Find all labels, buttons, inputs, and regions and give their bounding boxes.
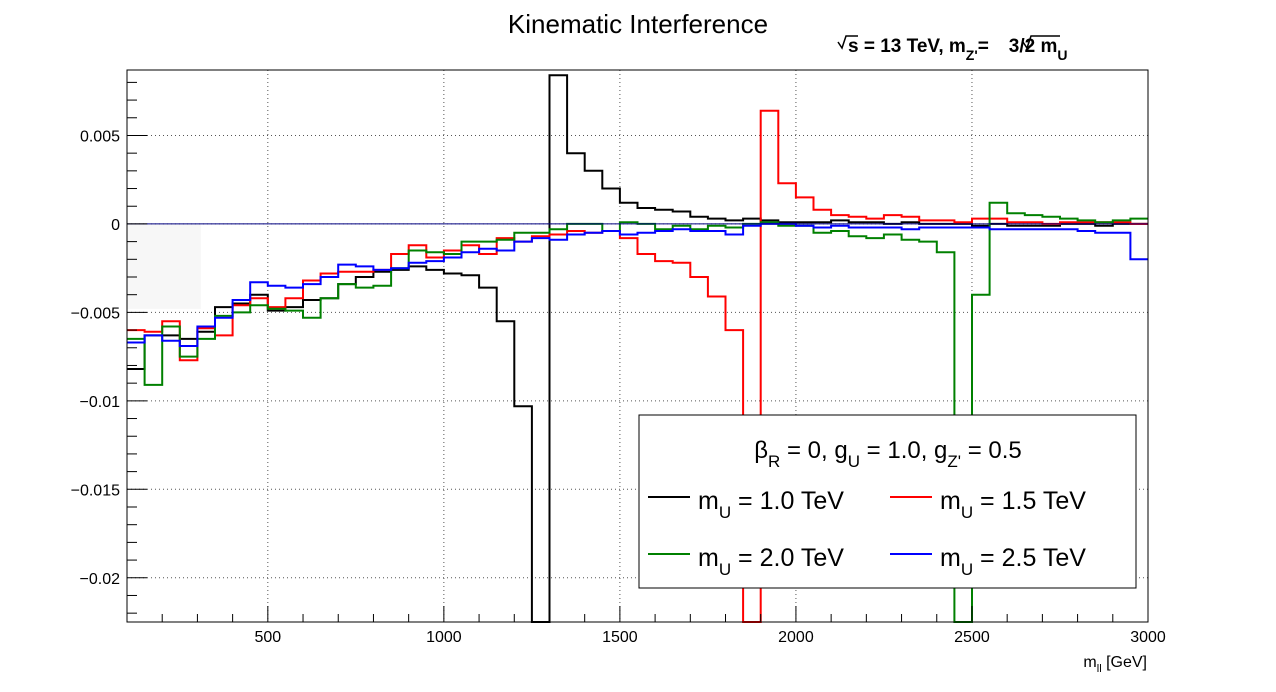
x-tick-label: 3000	[1130, 629, 1166, 646]
x-tick-label: 500	[254, 629, 281, 646]
plot-frame	[126, 69, 1149, 623]
y-tick-label: −0.02	[80, 571, 121, 588]
y-tick-label: −0.005	[71, 305, 120, 322]
legend-label: mU = 2.0 TeV	[698, 544, 844, 579]
y-tick-label: 0	[111, 217, 120, 234]
x-axis-label: mll [GeV]	[1083, 654, 1147, 675]
legend-label: mU = 1.5 TeV	[940, 487, 1086, 522]
legend-header: βR = 0, gU = 1.0, gZ' = 0.5	[754, 437, 1022, 471]
ratio-label: 3/2	[1009, 36, 1035, 57]
mass-label: m	[1035, 36, 1057, 57]
x-tick-label: 2000	[778, 629, 814, 646]
mass-subscript: U	[1057, 47, 1067, 63]
legend-entries: mU = 1.0 TeV mU = 1.5 TeV mU = 2.0 TeV mU =…	[648, 487, 1086, 579]
axes: 500 1000 1500 2000 2500 3000 0.005 0 −0.005 −0.01…	[71, 81, 1166, 646]
x-tick-label: 1500	[602, 629, 638, 646]
y-tick-label: 0.005	[80, 128, 120, 145]
chart-title: Kinematic Interference	[508, 9, 768, 39]
sqrt-symbol-s	[837, 35, 858, 50]
zprime-subscript: Z'	[966, 47, 978, 63]
grid-lines	[127, 70, 1148, 622]
energy-label: = 13 TeV, m	[859, 36, 966, 57]
shaded-band	[127, 223, 201, 309]
y-tick-label: −0.015	[71, 482, 120, 499]
equals-label: =	[978, 36, 989, 57]
chart-subtitle: s = 13 TeV, mZ'= 3/2 mU	[848, 36, 1068, 63]
x-tick-label: 2500	[954, 629, 990, 646]
legend-box	[638, 414, 1137, 589]
legend-label: mU = 2.5 TeV	[940, 544, 1086, 579]
sqrt-s-label: s	[848, 36, 859, 57]
legend-label: mU = 1.0 TeV	[698, 487, 844, 522]
y-tick-label: −0.01	[80, 394, 121, 411]
legend: βR = 0, gU = 1.0, gZ' = 0.5 mU = 1.0 TeV…	[638, 414, 1137, 589]
sqrt-symbol-ratio	[1022, 35, 1060, 50]
x-tick-label: 1000	[426, 629, 462, 646]
negative-region-shading	[127, 223, 201, 309]
series-line-4	[127, 222, 1148, 347]
